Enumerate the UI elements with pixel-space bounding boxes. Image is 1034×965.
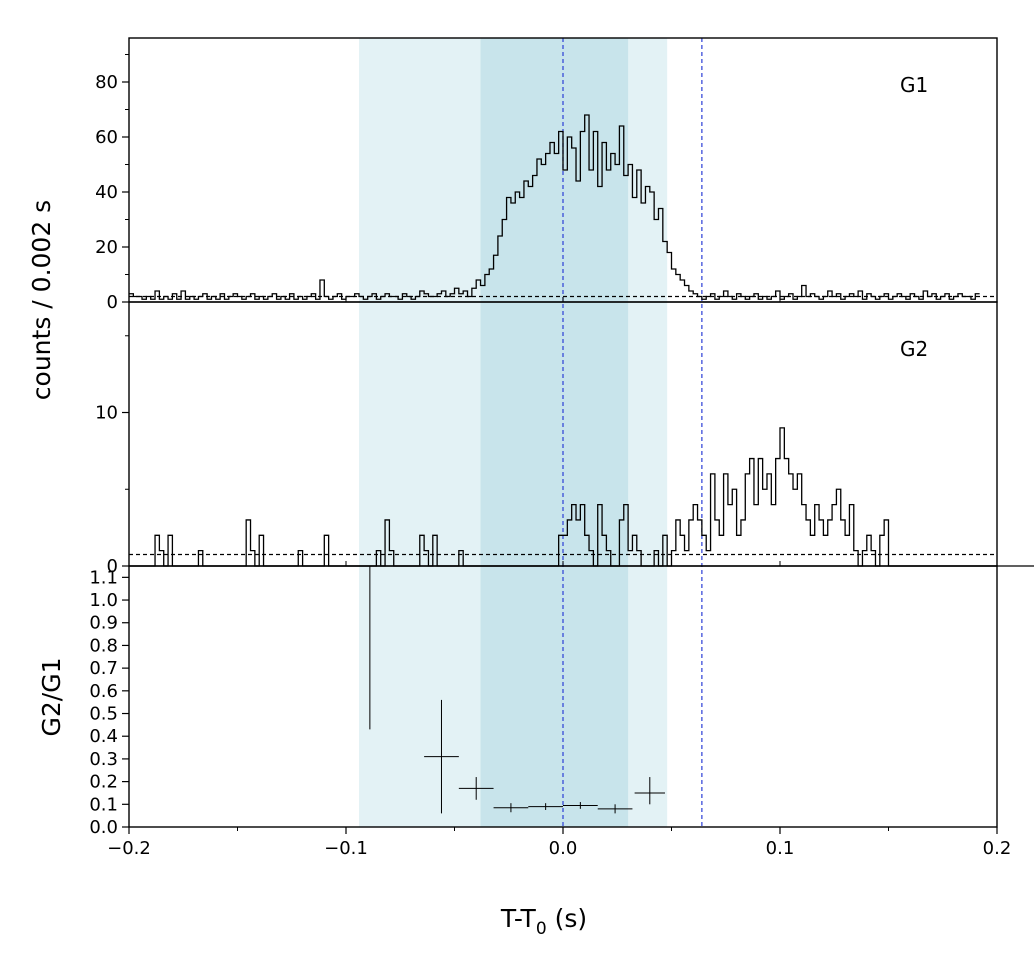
counts-axis-title: counts / 0.002 s: [27, 200, 56, 400]
step-histogram-g1: [129, 114, 980, 300]
x-tick-label: 0.1: [766, 838, 795, 859]
y-tick-label-g1: 60: [95, 127, 118, 148]
x-tick-label: 0.2: [983, 838, 1012, 859]
y-tick-label-ratio: 0.3: [89, 749, 118, 770]
y-tick-label-g1: 80: [95, 72, 118, 93]
y-tick-label-ratio: 0.1: [89, 794, 118, 815]
x-axis-title-units: (s): [547, 904, 587, 933]
y-tick-label-ratio: 0.0: [89, 817, 118, 838]
ratio-errorbar-point: [458, 777, 494, 800]
y-tick-label-g2: 10: [95, 403, 118, 424]
y-tick-label-ratio: 0.2: [89, 772, 118, 793]
panel-label-g1: G1: [900, 73, 928, 97]
y-tick-label-g1: 0: [107, 292, 118, 313]
x-axis-title-main: T-T: [500, 904, 537, 933]
x-tick-label: 0.0: [549, 838, 578, 859]
reference-lines: [129, 38, 997, 827]
panel-label-g2: G2: [900, 337, 928, 361]
x-tick-label: −0.1: [324, 838, 368, 859]
ratio-errorbar-point: [634, 777, 665, 805]
y-tick-label-g1: 40: [95, 182, 118, 203]
y-tick-label-g1: 20: [95, 237, 118, 258]
shaded-regions: [359, 38, 668, 827]
y-tick-label-ratio: 0.7: [89, 658, 118, 679]
ratio-errorbar-point: [528, 803, 563, 810]
x-axis-title: T-T0 (s): [500, 904, 587, 939]
y-tick-label-ratio: 0.8: [89, 635, 118, 656]
y-tick-label-g2: 0: [107, 556, 118, 577]
x-axis-title-subscript: 0: [536, 919, 547, 939]
y-tick-label-ratio: 0.5: [89, 704, 118, 725]
shaded-region-1: [480, 38, 629, 827]
y-tick-label-ratio: 0.9: [89, 613, 118, 634]
ratio-axis-title: G2/G1: [37, 658, 66, 737]
y-tick-label-ratio: 0.6: [89, 681, 118, 702]
ratio-errorbar-point: [493, 803, 529, 813]
ratio-errorbar-point: [597, 804, 633, 814]
ratio-errorbar-point: [563, 802, 598, 809]
ratio-errorbar-point: [424, 699, 459, 814]
y-tick-label-ratio: 0.4: [89, 726, 118, 747]
y-tick-label-ratio: 1.0: [89, 590, 118, 611]
y-tick-label-ratio: 1.1: [89, 567, 118, 588]
axis-ticks: 0204060800100.00.10.20.30.40.50.60.70.80…: [89, 54, 1012, 859]
x-tick-label: −0.2: [107, 838, 151, 859]
